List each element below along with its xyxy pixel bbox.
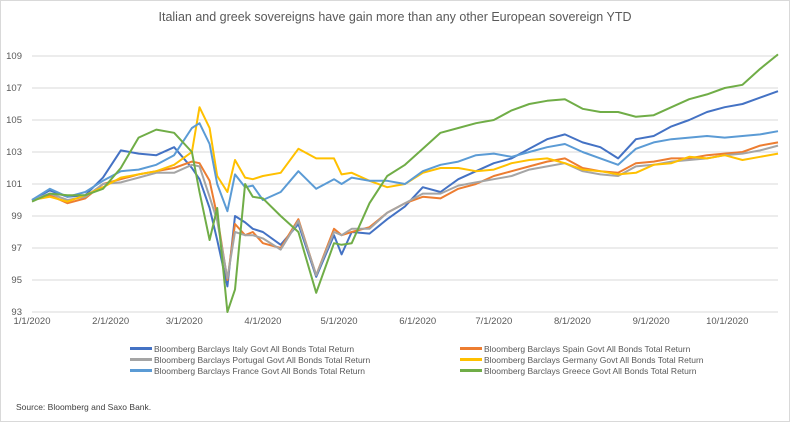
x-tick-label: 3/1/2020 [166, 316, 203, 327]
legend-item: Bloomberg Barclays Greece Govt All Bonds… [460, 365, 704, 376]
legend-swatch [130, 347, 152, 350]
chart-title: Italian and greek sovereigns have gain m… [158, 10, 632, 24]
legend-right: Bloomberg Barclays Spain Govt All Bonds … [460, 343, 704, 376]
legend-label: Bloomberg Barclays Italy Govt All Bonds … [154, 343, 355, 354]
legend-swatch [460, 369, 482, 372]
legend-label: Bloomberg Barclays Portugal Govt All Bon… [154, 354, 371, 365]
x-tick-label: 8/1/2020 [554, 316, 591, 327]
series-line-3 [31, 106, 779, 203]
legend-item: Bloomberg Barclays Portugal Govt All Bon… [130, 354, 370, 365]
y-axis-ticks: 93 95 97 99 101 103 105 107 109 [6, 51, 22, 318]
x-tick-label: 1/1/2020 [14, 316, 51, 327]
legend-item: Bloomberg Barclays Germany Govt All Bond… [460, 354, 704, 365]
y-tick-label: 103 [6, 147, 22, 158]
y-tick-label: 107 [6, 83, 22, 94]
series-line-4 [31, 122, 779, 213]
legend-label: Bloomberg Barclays Germany Govt All Bond… [484, 354, 704, 365]
x-axis-ticks: 1/1/2020 2/1/2020 3/1/2020 4/1/2020 5/1/2020… [14, 316, 749, 327]
x-tick-label: 2/1/2020 [92, 316, 129, 327]
legend-item: Bloomberg Barclays France Govt All Bonds… [130, 365, 370, 376]
x-tick-label: 10/1/2020 [706, 316, 748, 327]
legend-left: Bloomberg Barclays Italy Govt All Bonds … [130, 343, 370, 376]
legend-swatch [130, 369, 152, 372]
y-tick-label: 109 [6, 51, 22, 62]
series-line-5 [31, 53, 779, 313]
legend-swatch [460, 358, 482, 361]
series-lines [31, 53, 779, 313]
legend-item: Bloomberg Barclays Spain Govt All Bonds … [460, 343, 704, 354]
source-note: Source: Bloomberg and Saxo Bank. [16, 402, 152, 412]
y-tick-label: 93 [11, 307, 22, 318]
legend-item: Bloomberg Barclays Italy Govt All Bonds … [130, 343, 370, 354]
series-line-2 [31, 144, 779, 280]
y-tick-label: 97 [11, 243, 22, 254]
legend-label: Bloomberg Barclays Spain Govt All Bonds … [484, 343, 691, 354]
y-tick-label: 99 [11, 211, 22, 222]
y-tick-label: 95 [11, 275, 22, 286]
chart-plot: 93 95 97 99 101 103 105 107 109 1/1/2020 2/1/2020… [6, 51, 779, 327]
legend-swatch [460, 347, 482, 350]
legend-label: Bloomberg Barclays France Govt All Bonds… [154, 365, 366, 376]
x-tick-label: 5/1/2020 [321, 316, 358, 327]
y-tick-label: 101 [6, 179, 22, 190]
x-tick-label: 6/1/2020 [399, 316, 436, 327]
x-tick-label: 9/1/2020 [633, 316, 670, 327]
legend-swatch [130, 358, 152, 361]
y-tick-label: 105 [6, 115, 22, 126]
series-line-0 [31, 90, 779, 288]
legend-label: Bloomberg Barclays Greece Govt All Bonds… [484, 365, 697, 376]
gridlines [32, 55, 778, 313]
x-tick-label: 4/1/2020 [244, 316, 281, 327]
x-tick-label: 7/1/2020 [475, 316, 512, 327]
